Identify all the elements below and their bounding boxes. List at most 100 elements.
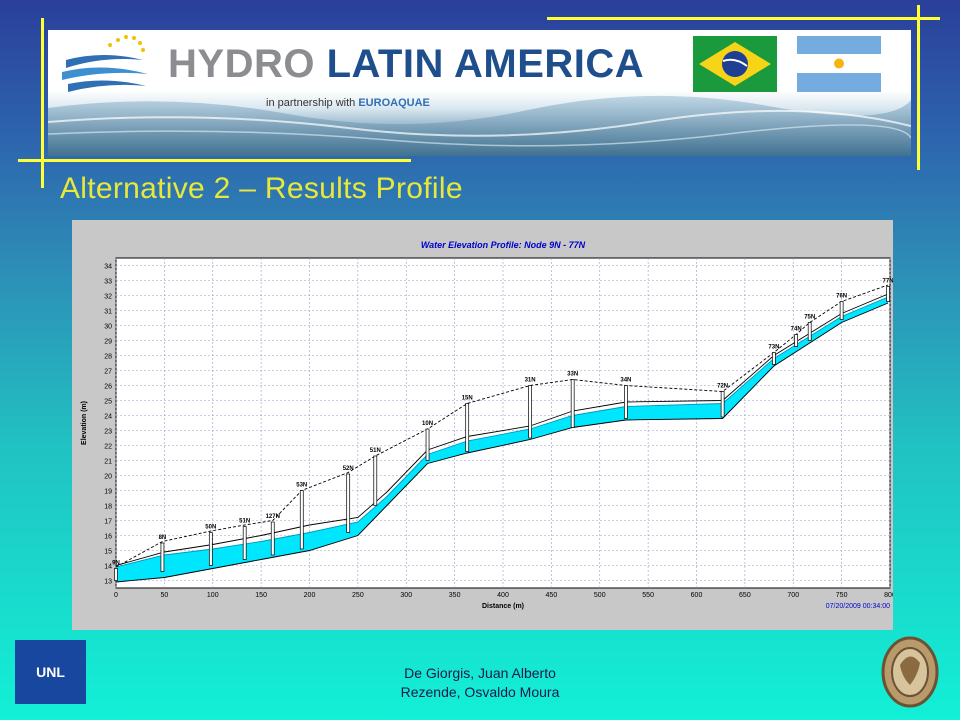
node-label: 72N [717, 384, 728, 390]
y-tick-label: 14 [104, 564, 112, 571]
y-tick-label: 33 [104, 279, 112, 286]
y-tick-label: 21 [104, 459, 112, 466]
node-marker [570, 379, 575, 428]
argentina-flag [797, 36, 881, 92]
chart-timestamp: 07/20/2009 00:34:00 [826, 603, 890, 610]
x-tick-label: 200 [304, 592, 316, 599]
x-tick-label: 100 [207, 592, 219, 599]
x-tick-label: 450 [546, 592, 558, 599]
x-tick-label: 350 [449, 592, 461, 599]
chart-panel: 13 14 15 16 17 18 19 20 21 22 23 24 25 26 27 28 29 30 31 32… [72, 220, 893, 630]
bank-line [115, 293, 889, 566]
node-label: 53N [296, 483, 307, 489]
decor-line-right-vertical [917, 5, 920, 170]
node-marker [208, 532, 213, 566]
x-tick-label: 550 [642, 592, 654, 599]
brazil-flag [693, 36, 777, 92]
y-tick-label: 31 [104, 309, 112, 316]
y-tick-label: 16 [104, 534, 112, 541]
y-tick-label: 20 [104, 474, 112, 481]
y-tick-label: 15 [104, 549, 112, 556]
y-tick-label: 32 [104, 294, 112, 301]
decor-line-top [547, 17, 940, 20]
decor-line-left-vertical [41, 18, 44, 188]
node-label: 76N [836, 294, 847, 300]
x-tick-label: 150 [255, 592, 267, 599]
node-label: 51N [239, 519, 250, 525]
x-tick-label: 600 [691, 592, 703, 599]
author-line-2: Rezende, Osvaldo Moura [400, 684, 560, 700]
y-tick-label: 26 [104, 384, 112, 391]
node-marker [242, 526, 247, 560]
water-elevation-profile-chart: 13 14 15 16 17 18 19 20 21 22 23 24 25 26 27 28 29 30 31 32… [81, 240, 893, 610]
node-label: 74N [791, 327, 802, 333]
node-marker [720, 391, 725, 418]
water-wave-graphic [48, 35, 911, 156]
node-marker [839, 301, 844, 320]
banner-title: HYDRO LATIN AMERICA [168, 42, 644, 87]
x-tick-label: 250 [352, 592, 364, 599]
x-tick-label: 750 [836, 592, 848, 599]
x-tick-label: 400 [497, 592, 509, 599]
water-surface-line [115, 296, 889, 568]
slide-title: Alternative 2 – Results Profile [60, 172, 463, 205]
y-tick-label: 29 [104, 339, 112, 346]
node-marker [270, 521, 275, 556]
y-tick-label: 24 [104, 414, 112, 421]
y-axis-label: Elevation (m) [81, 401, 88, 445]
node-marker [465, 403, 470, 452]
x-tick-label: 800 [884, 592, 893, 599]
partnership-text: in partnership with [266, 97, 356, 109]
node-label: 51N [370, 448, 381, 454]
y-tick-label: 13 [104, 579, 112, 586]
y-tick-label: 30 [104, 324, 112, 331]
author-line-1: De Giorgis, Juan Alberto [404, 665, 556, 681]
x-tick-label: 300 [400, 592, 412, 599]
banner-title-hydro: HYDRO [168, 42, 315, 86]
node-marker [807, 322, 812, 341]
hydro-latin-america-banner: HYDRO LATIN AMERICA in partnership with … [48, 30, 911, 156]
y-tick-label: 23 [104, 429, 112, 436]
water-area [116, 297, 889, 582]
node-label: 34N [620, 378, 631, 384]
node-marker [425, 428, 430, 461]
x-tick-label: 0 [114, 592, 118, 599]
node-label: 8N [159, 535, 167, 541]
node-marker [346, 473, 351, 533]
banner-partnership: in partnership with EUROAQUAE [266, 97, 430, 109]
x-axis-label: Distance (m) [482, 603, 524, 610]
node-marker [160, 542, 165, 572]
decor-line-bottom [18, 159, 411, 162]
node-label: 15N [462, 396, 473, 402]
node-marker [528, 385, 532, 439]
authors: De Giorgis, Juan Alberto Rezende, Osvald… [0, 664, 960, 702]
node-label: 10N [422, 421, 433, 427]
node-label: 31N [525, 378, 536, 384]
node-marker [373, 455, 378, 506]
chart-title: Water Elevation Profile: Node 9N - 77N [421, 240, 586, 250]
node-label: 52N [343, 466, 354, 472]
node-label: 75N [804, 315, 815, 321]
node-marker [624, 385, 628, 419]
y-tick-label: 17 [104, 519, 112, 526]
x-tick-label: 50 [160, 592, 168, 599]
node-marker [299, 490, 304, 550]
node-label: 127N [266, 514, 280, 520]
node-marker [886, 286, 890, 302]
node-label: 77N [883, 279, 893, 285]
y-tick-label: 25 [104, 399, 112, 406]
y-tick-label: 22 [104, 444, 112, 451]
node-label: 73N [768, 345, 779, 351]
x-tick-label: 500 [594, 592, 606, 599]
node-label: 50N [205, 525, 216, 531]
banner-title-latin-america: LATIN AMERICA [326, 42, 645, 86]
node-marker [794, 334, 799, 347]
y-tick-label: 18 [104, 504, 112, 511]
x-tick-label: 700 [787, 592, 799, 599]
y-tick-label: 19 [104, 489, 112, 496]
partner-name: EUROAQUAE [358, 97, 430, 109]
node-label: 33N [567, 372, 578, 378]
channel-bottom-line [115, 302, 889, 583]
y-tick-label: 28 [104, 354, 112, 361]
y-tick-label: 34 [104, 264, 112, 271]
